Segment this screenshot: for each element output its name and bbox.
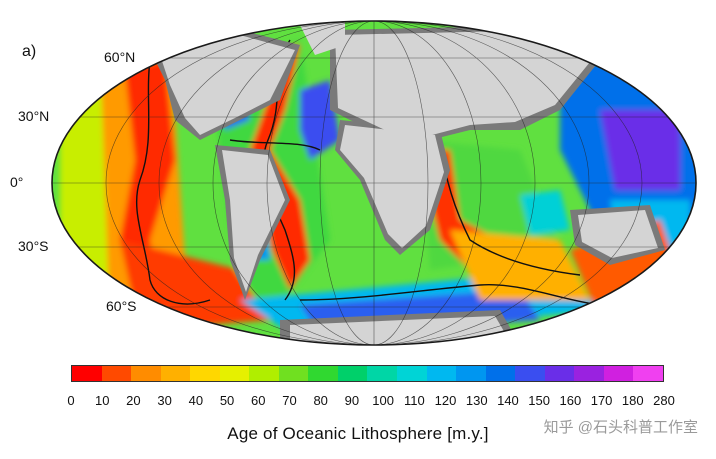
lat-label-30n: 30°N: [18, 108, 50, 124]
colorbar-swatch: [397, 366, 427, 381]
colorbar-tick-label: 70: [282, 393, 297, 408]
colorbar-title: Age of Oceanic Lithosphere [m.y.]: [227, 424, 489, 443]
lat-label-60n: 60°N: [104, 49, 136, 65]
colorbar-swatch: [72, 366, 102, 381]
colorbar-tick-label: 0: [67, 393, 75, 408]
atlantic-red-ridge: [250, 45, 310, 290]
graticule: [52, 21, 696, 345]
colorbar-swatch: [160, 366, 191, 381]
colorbar-tick-label: 180: [621, 393, 644, 408]
colorbar-tick-label: 90: [344, 393, 360, 408]
colorbar-tick-label: 130: [465, 393, 488, 408]
colorbar-swatch: [219, 366, 250, 381]
colorbar-swatch: [544, 366, 575, 381]
colorbar-tick-label: 110: [403, 393, 425, 408]
colorbar-tick-label: 30: [157, 393, 172, 408]
colorbar-swatch: [190, 366, 220, 381]
lat-label-0: 0°: [10, 174, 24, 190]
colorbar-tick-label: 100: [372, 393, 394, 408]
indian-cyan: [520, 190, 570, 235]
colorbar-tick-label: 150: [528, 393, 551, 408]
africa: [340, 125, 444, 248]
greenland: [300, 22, 345, 55]
panel-label: a): [22, 43, 37, 60]
colorbar-swatch: [101, 366, 132, 381]
colorbar-swatch: [633, 366, 663, 381]
australia: [578, 210, 658, 258]
north-america: [160, 35, 295, 135]
colorbar-ticks: 0 10 20 30 40 50 60 70 80 90 100 110 120 130 140 150 160…: [67, 393, 674, 411]
colorbar-swatch: [249, 366, 279, 381]
age-colorbar: [71, 365, 664, 382]
eurasia: [335, 30, 590, 135]
indian-yellow: [450, 230, 590, 300]
colorbar-swatch: [308, 366, 338, 381]
lat-label-60s: 60°S: [106, 298, 137, 314]
colorbar-swatch: [515, 366, 545, 381]
lat-label-30s: 30°S: [18, 238, 49, 254]
colorbar-swatch: [131, 366, 161, 381]
antarctica: [290, 316, 512, 345]
south-america: [222, 150, 285, 292]
continents-land: [160, 22, 658, 345]
colorbar-tick-label: 160: [559, 393, 582, 408]
colorbar-tick-label: 170: [590, 393, 613, 408]
globe-outline: [51, 20, 697, 346]
wpacific-purple: [600, 110, 680, 190]
watermark: 知乎 @石头科普工作室: [543, 419, 698, 436]
colorbar-swatch: [367, 366, 398, 381]
colorbar-tick-label: 80: [313, 393, 328, 408]
colorbar-swatch: [337, 366, 368, 381]
colorbar-swatch: [456, 366, 486, 381]
colorbar-tick-label: 60: [251, 393, 266, 408]
colorbar-swatch: [426, 366, 457, 381]
colorbar-tick-label: 20: [126, 393, 141, 408]
colorbar-swatch: [603, 366, 634, 381]
colorbar-tick-label: 10: [94, 393, 110, 408]
colorbar-swatch: [278, 366, 309, 381]
colorbar-tick-label: 140: [497, 393, 519, 408]
colorbar-swatch: [574, 366, 604, 381]
colorbar-tick-label: 50: [219, 393, 235, 408]
colorbar-tick-label: 280: [653, 393, 675, 408]
colorbar-swatch: [485, 366, 516, 381]
colorbar-tick-label: 40: [188, 393, 204, 408]
colorbar-tick-label: 120: [434, 393, 457, 408]
world-ocean-age-map: [51, 20, 697, 346]
